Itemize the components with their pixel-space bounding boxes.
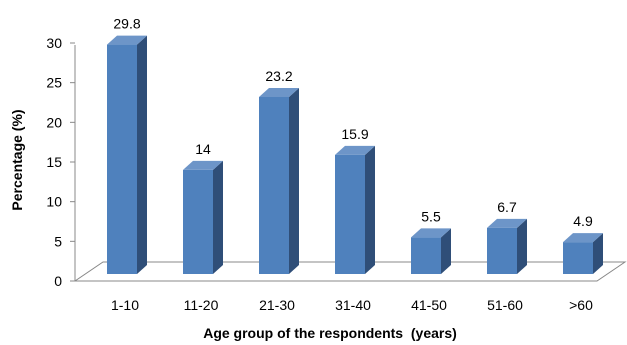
x-tick-label: 21-30: [259, 297, 295, 313]
bar-side: [441, 228, 451, 274]
bar-front: [487, 227, 517, 274]
data-label: 4.9: [573, 213, 593, 229]
bars: [107, 35, 603, 275]
y-axis-title: Percentage (%): [9, 109, 25, 210]
y-tick-label: 30: [46, 35, 62, 51]
bar-front: [259, 96, 289, 275]
bar-side: [365, 145, 375, 274]
bar-front: [335, 154, 365, 274]
bar-side: [593, 233, 603, 274]
x-tick-label: >60: [569, 297, 593, 313]
bar-31-40: [335, 145, 375, 274]
bar-side: [213, 160, 223, 274]
x-tick-label: 41-50: [411, 297, 447, 313]
bar-top: [335, 145, 375, 155]
y-tick-label: 0: [54, 273, 62, 289]
bar-41-50: [411, 228, 451, 274]
y-tick-label: 20: [46, 114, 62, 130]
data-label: 5.5: [421, 208, 441, 224]
bar->60: [563, 233, 603, 274]
bar-front: [563, 242, 593, 274]
y-tick-label: 10: [46, 194, 62, 210]
data-label: 14: [195, 141, 211, 157]
bar-21-30: [259, 87, 299, 275]
bar-front: [411, 237, 441, 274]
y-tick-label: 15: [46, 154, 62, 170]
bar-top: [563, 233, 603, 243]
x-axis-title: Age group of the respondents (years): [203, 325, 457, 341]
bar-1-10: [107, 35, 147, 274]
bar-top: [259, 87, 299, 97]
bar-side: [289, 87, 299, 274]
bar-11-20: [183, 160, 223, 274]
bar-front: [107, 44, 137, 274]
x-tick-label: 51-60: [487, 297, 523, 313]
x-tick-label: 11-20: [184, 297, 219, 313]
bar-top: [411, 228, 451, 238]
y-tick-label: 25: [46, 75, 62, 91]
data-label: 23.2: [265, 68, 292, 84]
data-label: 29.8: [113, 16, 140, 32]
data-label: 6.7: [497, 199, 517, 215]
bar-top: [107, 35, 147, 45]
x-tick-label: 1-10: [111, 297, 139, 313]
bar-top: [487, 218, 527, 228]
data-label: 15.9: [341, 126, 368, 142]
data-labels: 29.8 14 23.2 15.9 5.5 6.7 4.9: [113, 16, 593, 230]
bar-front: [183, 169, 213, 274]
y-tick-labels: 0 5 10 15 20 25 30: [46, 35, 75, 289]
bar-51-60: [487, 218, 527, 274]
bar-side: [517, 218, 527, 274]
y-tick-label: 5: [54, 233, 62, 249]
bar-side: [137, 35, 147, 274]
x-tick-label: 31-40: [335, 297, 371, 313]
bar-top: [183, 160, 223, 170]
x-tick-labels: 1-10 11-20 21-30 31-40 41-50 51-60 >60: [111, 297, 593, 313]
